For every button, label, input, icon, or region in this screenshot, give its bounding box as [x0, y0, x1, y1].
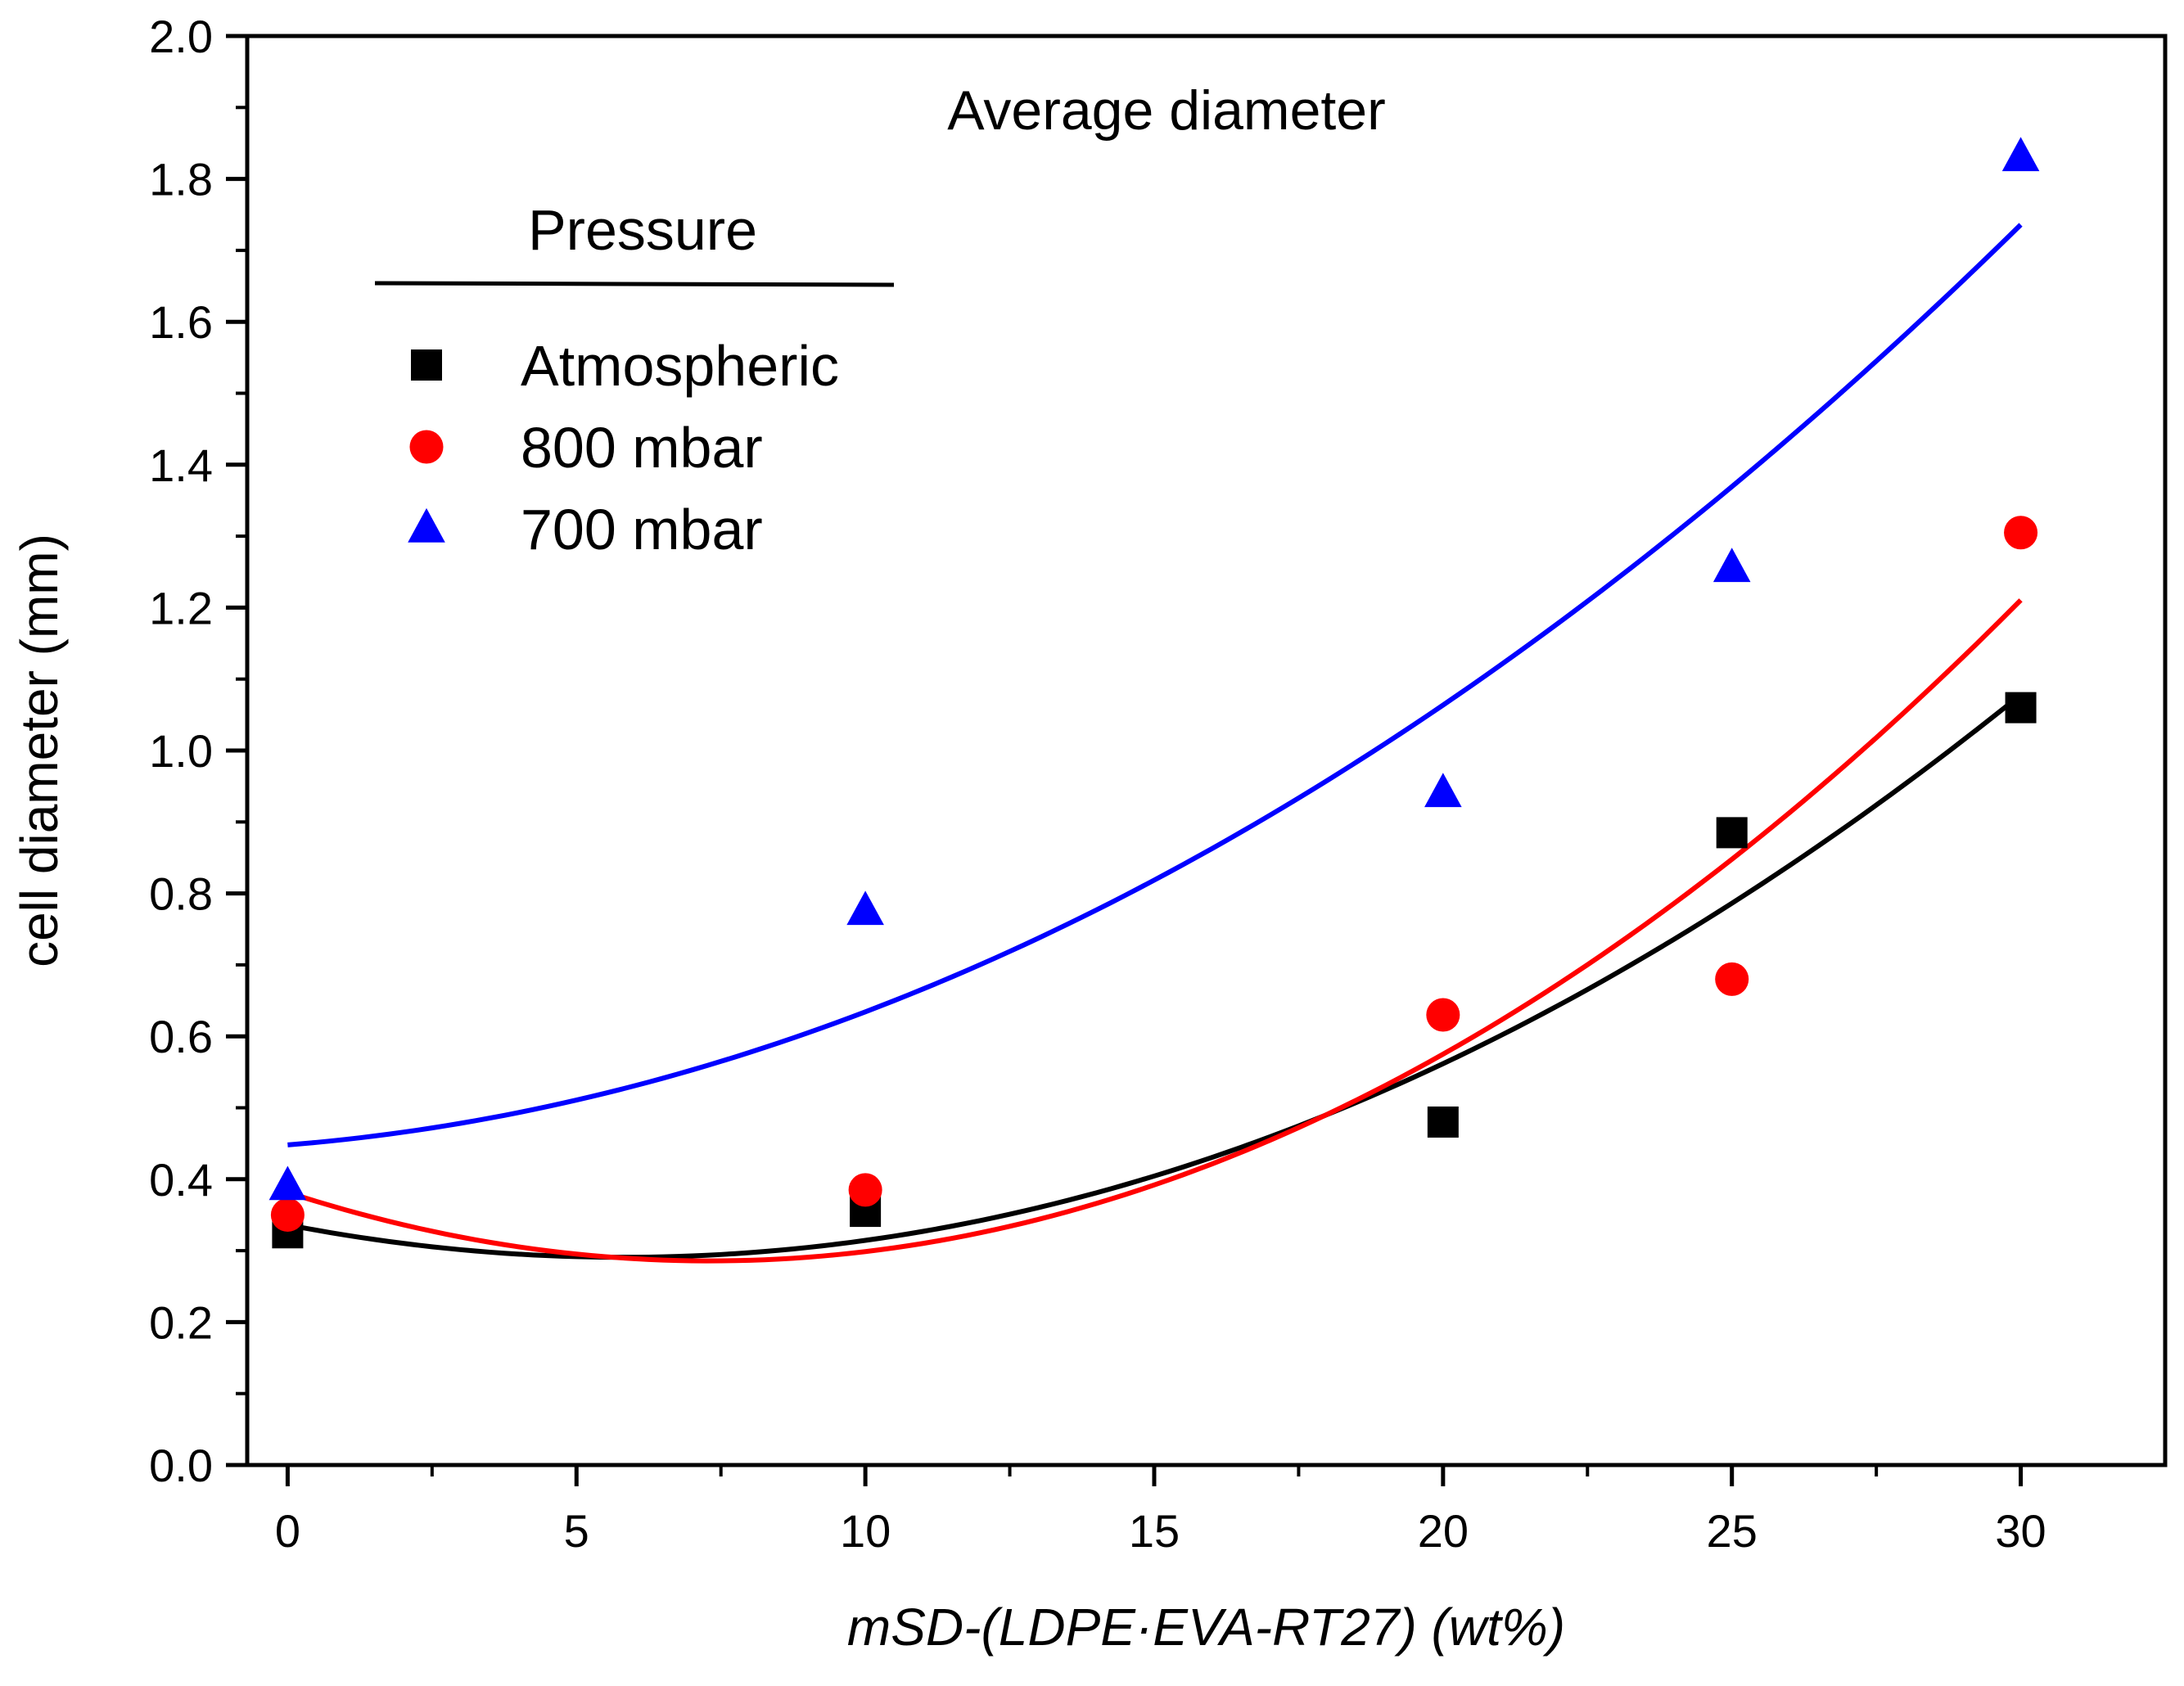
legend-label-800-mbar: 800 mbar [521, 416, 763, 480]
x-axis: 0 5 10 15 20 25 30 [275, 1465, 2046, 1557]
point-atmospheric [2005, 692, 2037, 724]
fit-curve-800-mbar [287, 598, 2023, 1264]
legend-item-atmospheric: Atmospheric [411, 334, 839, 398]
legend-item-800-mbar: 800 mbar [409, 416, 763, 480]
y-tick-label: 0.8 [149, 868, 213, 920]
point-800-mbar [2004, 516, 2038, 550]
legend-marker-atmospheric [411, 349, 442, 381]
point-800-mbar [1426, 998, 1460, 1032]
x-axis-title: mSD-(LDPE·EVA-RT27) (wt%) [847, 1598, 1565, 1657]
point-atmospheric [1716, 817, 1748, 849]
point-800-mbar [270, 1197, 305, 1232]
point-700-mbar [1712, 548, 1751, 583]
x-tick-label: 25 [1707, 1505, 1758, 1557]
fit-curve-atmospheric [287, 692, 2023, 1260]
legend-label-atmospheric: Atmospheric [521, 334, 839, 398]
legend-divider [374, 281, 895, 287]
y-tick-label: 1.4 [149, 440, 213, 491]
point-700-mbar [846, 890, 884, 926]
y-tick-label: 0.6 [149, 1011, 213, 1062]
y-tick-label: 2.0 [149, 11, 213, 62]
y-tick-label: 1.8 [149, 154, 213, 205]
y-tick-label: 0.0 [149, 1440, 213, 1491]
x-tick-label: 5 [564, 1505, 589, 1557]
point-800-mbar [848, 1173, 882, 1207]
data-points [268, 137, 2040, 1249]
fit-curve-700-mbar [287, 223, 2023, 1147]
chart-annotation: Average diameter [947, 79, 1386, 142]
point-700-mbar [1424, 773, 1462, 808]
y-tick-label: 0.2 [149, 1296, 213, 1348]
x-tick-label: 30 [1995, 1505, 2046, 1557]
legend-item-700-mbar: 700 mbar [408, 498, 763, 561]
point-700-mbar [268, 1165, 307, 1201]
x-tick-label: 10 [840, 1505, 891, 1557]
point-800-mbar [1715, 962, 1749, 996]
y-axis-title: cell diameter (mm) [10, 534, 69, 967]
y-tick-label: 1.0 [149, 725, 213, 777]
point-atmospheric [1427, 1106, 1459, 1138]
y-tick-label: 1.6 [149, 296, 213, 348]
legend: Pressure Atmospheric 800 mbar 700 mbar [374, 198, 895, 561]
x-tick-label: 20 [1418, 1505, 1469, 1557]
point-700-mbar [2001, 137, 2040, 172]
y-tick-label: 1.2 [149, 582, 213, 633]
fit-curves [287, 223, 2023, 1264]
legend-items: Atmospheric 800 mbar 700 mbar [408, 334, 839, 561]
y-tick-label: 0.4 [149, 1154, 213, 1206]
legend-title: Pressure [528, 198, 757, 262]
y-axis: 0.0 0.2 0.4 0.6 0.8 1.0 1.2 1.4 1.6 1.8 2.0 [149, 11, 247, 1491]
legend-marker-700-mbar [408, 507, 445, 543]
x-tick-label: 0 [275, 1505, 300, 1557]
legend-label-700-mbar: 700 mbar [521, 498, 763, 561]
legend-marker-800-mbar [409, 430, 444, 464]
x-tick-label: 15 [1129, 1505, 1180, 1557]
